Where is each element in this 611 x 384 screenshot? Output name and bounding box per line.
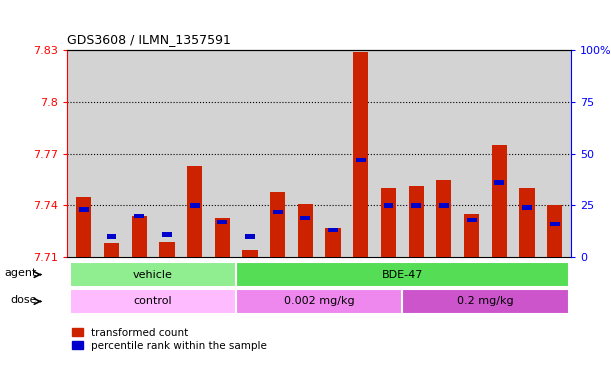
Bar (79, 207, 89, 212)
Text: agent: agent (5, 268, 37, 278)
Bar (519, 188, 535, 257)
Bar (131, 216, 147, 257)
Text: GDS3608 / ILMN_1357591: GDS3608 / ILMN_1357591 (67, 33, 231, 46)
Text: 0.002 mg/kg: 0.002 mg/kg (284, 296, 354, 306)
Bar (70, 263, 236, 286)
Bar (187, 166, 202, 257)
Text: 0.2 mg/kg: 0.2 mg/kg (457, 296, 514, 306)
Bar (134, 214, 144, 218)
Bar (106, 234, 117, 239)
Bar (328, 228, 338, 232)
Bar (273, 210, 283, 214)
Text: dose: dose (10, 295, 37, 305)
Bar (381, 188, 396, 257)
Bar (494, 180, 504, 185)
Bar (159, 242, 175, 257)
Bar (245, 234, 255, 239)
Bar (189, 203, 200, 208)
Bar (162, 232, 172, 237)
Bar (214, 217, 230, 257)
Bar (492, 145, 507, 257)
Bar (436, 179, 452, 257)
Bar (464, 214, 479, 257)
Bar (104, 243, 119, 257)
Bar (243, 250, 258, 257)
Bar (439, 203, 449, 208)
Text: vehicle: vehicle (133, 270, 173, 280)
Bar (353, 51, 368, 257)
Text: BDE-47: BDE-47 (382, 270, 423, 280)
Bar (218, 220, 227, 224)
Bar (298, 204, 313, 257)
Bar (522, 205, 532, 210)
Bar (236, 290, 402, 313)
Bar (467, 218, 477, 222)
Bar (76, 197, 92, 257)
Bar (70, 290, 236, 313)
Bar (409, 186, 424, 257)
Bar (270, 192, 285, 257)
Bar (402, 290, 568, 313)
Text: control: control (134, 296, 172, 306)
Bar (326, 228, 341, 257)
Bar (301, 216, 310, 220)
Bar (384, 203, 393, 208)
Bar (550, 222, 560, 226)
Bar (411, 203, 421, 208)
Bar (236, 263, 568, 286)
Legend: transformed count, percentile rank within the sample: transformed count, percentile rank withi… (73, 328, 267, 351)
Bar (356, 158, 366, 162)
Bar (547, 205, 562, 257)
